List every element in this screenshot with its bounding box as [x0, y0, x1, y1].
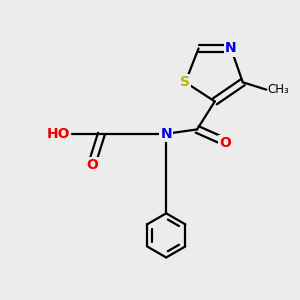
- Text: O: O: [86, 158, 98, 172]
- Text: S: S: [180, 75, 190, 89]
- Text: HO: HO: [47, 127, 70, 141]
- Text: N: N: [160, 127, 172, 141]
- Text: O: O: [219, 136, 231, 150]
- Text: N: N: [225, 41, 237, 56]
- Text: CH₃: CH₃: [268, 83, 289, 96]
